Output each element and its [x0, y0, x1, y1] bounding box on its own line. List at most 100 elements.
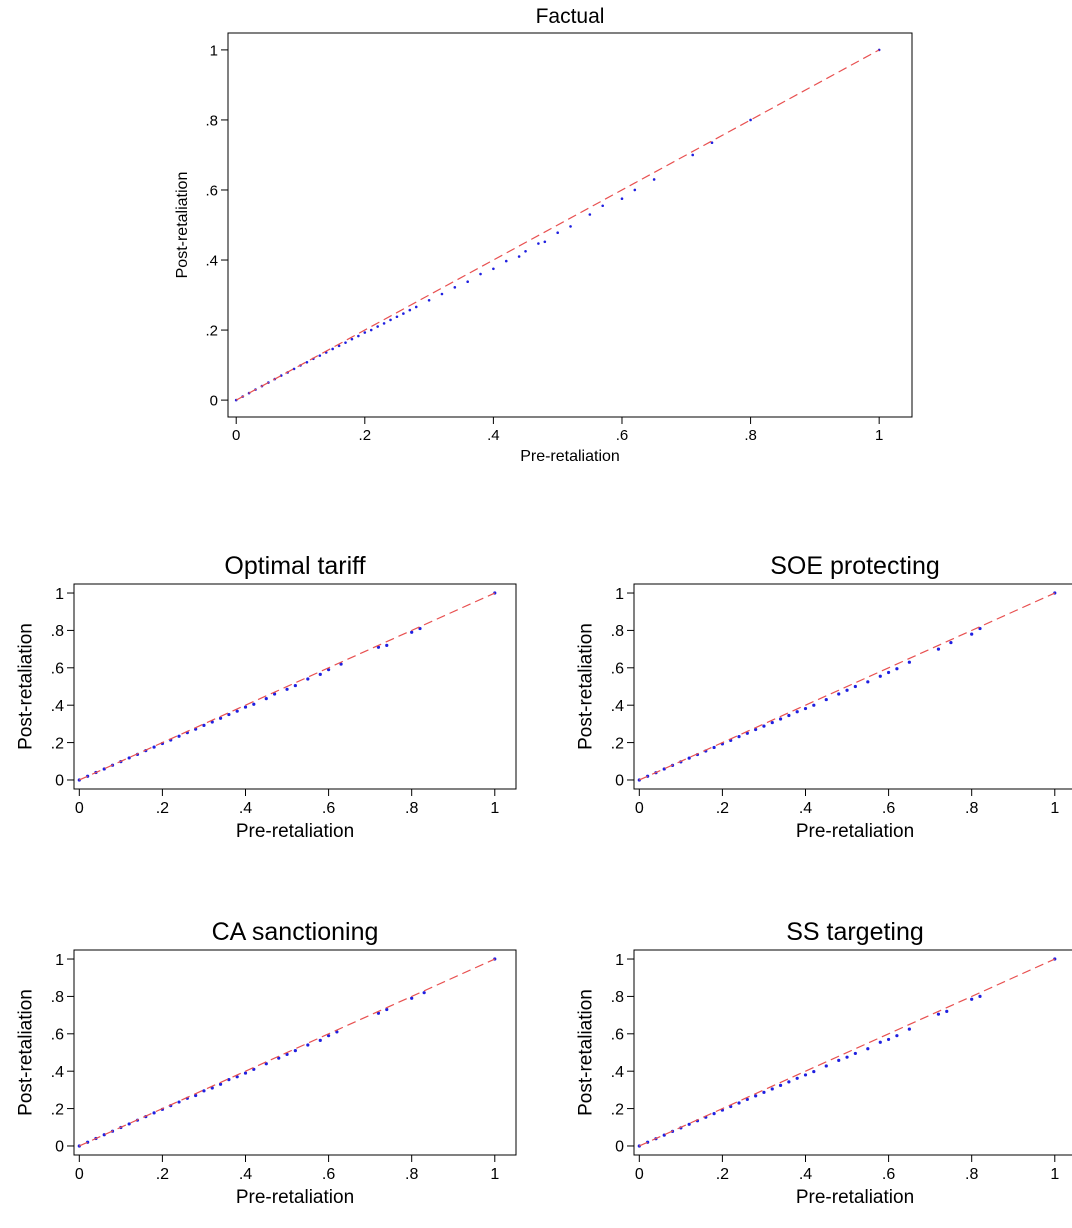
chart-panel-0: Factual 0 .2 .4 .6 .8 1 0 .2 .4 .6 .8 1 Pre-retaliati… — [174, 5, 913, 465]
data-point — [895, 667, 899, 671]
plot-frame — [633, 949, 1072, 1156]
data-point — [878, 674, 882, 678]
data-point — [427, 298, 431, 302]
x-axis-label: Pre-retaliation — [236, 821, 354, 842]
data-point — [326, 1034, 331, 1038]
data-point — [227, 1078, 231, 1082]
y-tick-label: .8 — [611, 989, 624, 1006]
data-point — [866, 680, 870, 684]
x-tick-label: 0 — [635, 1166, 644, 1183]
data-point — [210, 1086, 214, 1090]
data-point — [754, 727, 758, 732]
plot-frame — [73, 949, 517, 1156]
data-point — [127, 756, 131, 760]
data-point — [803, 706, 808, 711]
data-point — [524, 249, 527, 253]
data-point — [410, 630, 414, 634]
y-tick-label: 1 — [615, 586, 624, 603]
data-point — [878, 1040, 882, 1044]
data-point — [770, 1087, 774, 1091]
chart-title: SOE protecting — [770, 552, 940, 580]
data-point — [466, 280, 469, 284]
data-point — [285, 1052, 289, 1056]
data-point — [306, 1043, 310, 1047]
data-point — [369, 328, 373, 332]
data-point — [853, 684, 857, 689]
data-point — [127, 1122, 131, 1126]
data-point — [252, 1067, 256, 1071]
data-point — [803, 1073, 808, 1077]
data-point — [293, 1049, 297, 1053]
x-axis-label: Pre-retaliation — [796, 821, 914, 842]
y-tick-label: .6 — [205, 182, 218, 199]
x-tick-label: 0 — [635, 800, 644, 817]
data-point — [305, 360, 309, 364]
data-point — [264, 697, 268, 701]
data-point — [795, 710, 799, 714]
data-point — [344, 341, 347, 344]
y-tick-label: .8 — [51, 623, 64, 640]
chart-panel-1: Optimal tariff 0 .2 .4 .6 .8 1 0 .2 .4 .6 .8 1 Pre-re… — [15, 552, 517, 842]
data-point — [252, 702, 256, 706]
data-point — [795, 1076, 799, 1080]
x-tick-label: .2 — [156, 800, 169, 817]
data-point — [218, 1082, 223, 1086]
x-tick-label: 0 — [75, 1166, 84, 1183]
y-tick-label: .8 — [205, 112, 218, 129]
x-axis-label: Pre-retaliation — [236, 1187, 354, 1208]
data-point — [620, 197, 624, 201]
data-point — [363, 331, 367, 334]
data-point — [402, 312, 405, 315]
chart-title: CA sanctioning — [212, 918, 379, 946]
y-axis-label: Post-retaliation — [15, 623, 36, 750]
x-tick-label: .2 — [359, 427, 372, 444]
data-point — [886, 670, 891, 675]
data-point — [243, 1071, 248, 1075]
data-point — [517, 255, 521, 258]
x-tick-label: 1 — [875, 427, 883, 444]
data-point — [194, 1093, 198, 1098]
x-tick-label: .4 — [799, 1166, 812, 1183]
x-tick-label: 0 — [75, 800, 84, 817]
x-tick-label: .2 — [716, 1166, 729, 1183]
data-point — [787, 713, 791, 718]
data-point — [408, 308, 412, 312]
y-axis-label: Post-retaliation — [575, 623, 596, 750]
data-point — [440, 292, 444, 296]
data-point — [737, 735, 741, 739]
x-tick-label: 0 — [232, 427, 240, 444]
data-point — [293, 683, 297, 688]
reference-line — [79, 958, 496, 1147]
data-point — [331, 347, 334, 351]
data-point — [277, 1056, 281, 1060]
y-axis-label: Post-retaliation — [15, 989, 36, 1116]
data-point — [936, 1012, 941, 1016]
data-point — [907, 660, 911, 664]
data-point — [633, 188, 637, 192]
y-tick-label: 1 — [615, 952, 624, 969]
x-tick-label: 1 — [1050, 800, 1059, 817]
x-tick-label: .4 — [487, 427, 500, 444]
data-point — [453, 286, 457, 289]
x-tick-label: .4 — [239, 1166, 252, 1183]
x-tick-label: 1 — [490, 800, 499, 817]
data-point — [337, 344, 341, 348]
x-tick-label: .8 — [405, 1166, 418, 1183]
data-point — [745, 1097, 749, 1102]
data-point — [385, 643, 389, 647]
data-point — [712, 745, 716, 750]
data-point — [235, 709, 239, 713]
data-point — [837, 1058, 841, 1062]
data-point — [210, 720, 214, 724]
y-tick-label: .2 — [51, 1101, 64, 1118]
data-point — [422, 991, 426, 995]
data-point — [264, 1062, 268, 1066]
y-axis-label: Post-retaliation — [174, 172, 191, 279]
data-point — [350, 337, 354, 341]
chart-title: Optimal tariff — [224, 552, 365, 580]
data-point — [218, 716, 223, 720]
data-point — [537, 242, 540, 245]
data-point — [691, 153, 695, 157]
data-point — [479, 272, 482, 276]
